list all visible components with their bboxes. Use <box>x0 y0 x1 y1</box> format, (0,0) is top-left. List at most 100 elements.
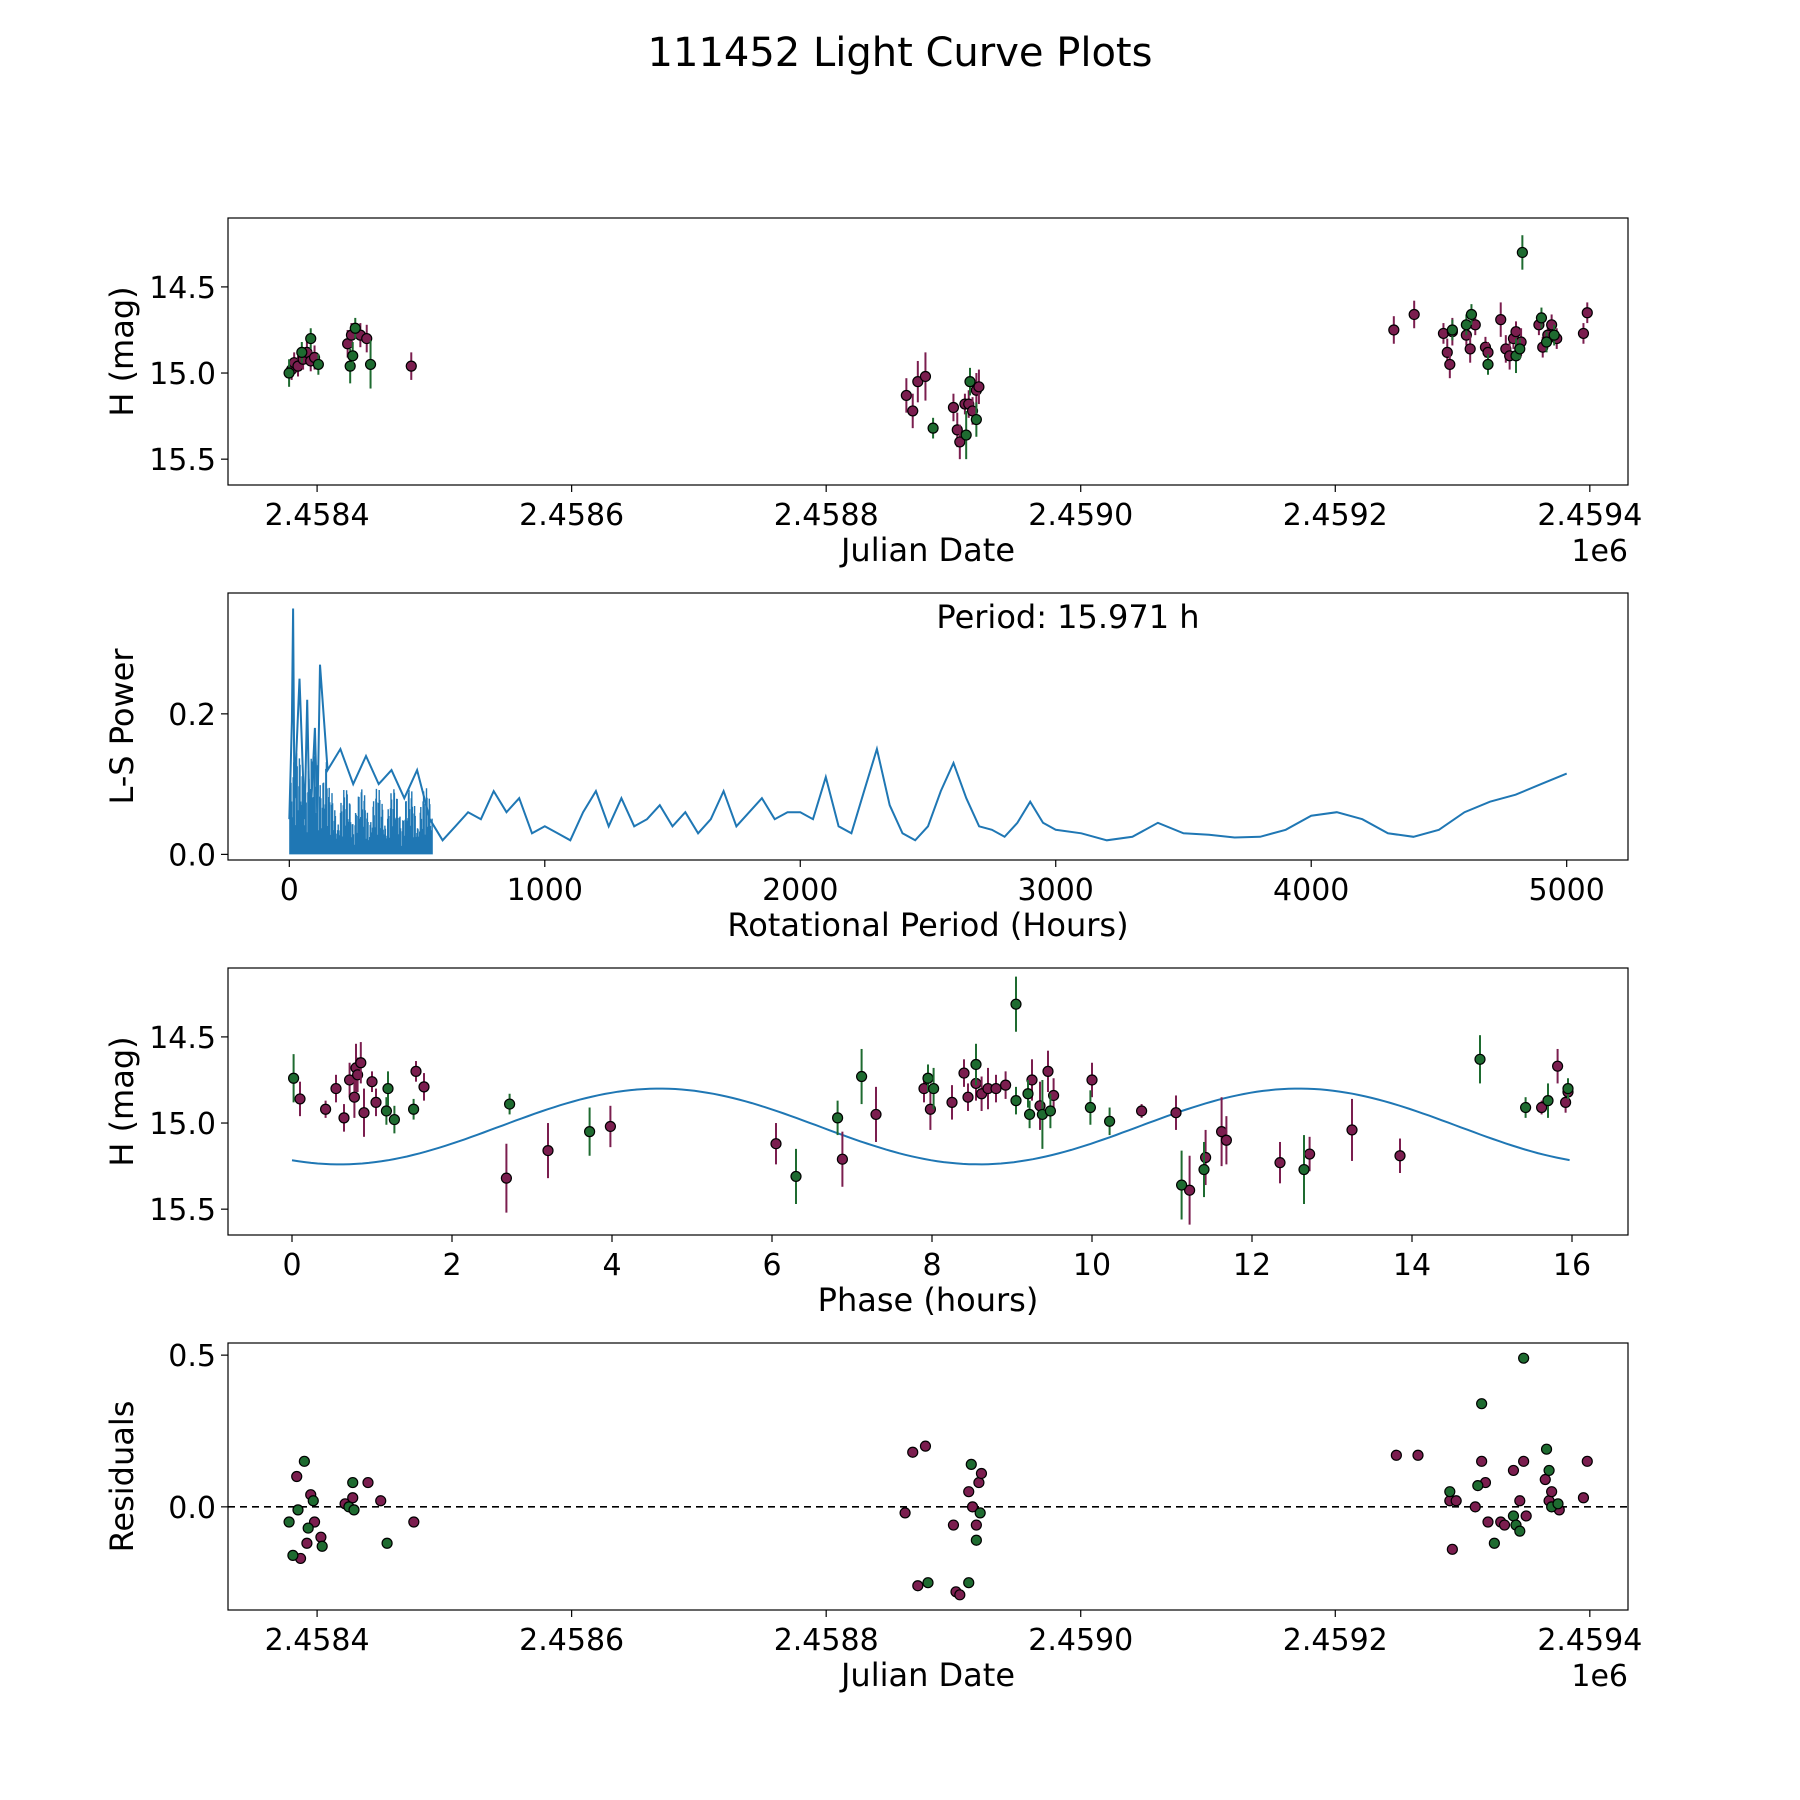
data-point <box>1548 329 1560 341</box>
data-point <box>320 1103 332 1115</box>
data-point <box>604 1120 617 1133</box>
data-point <box>418 1081 430 1093</box>
series-filter-2 <box>288 976 1574 1220</box>
data-point <box>296 346 308 358</box>
x-tick-label: 2.4590 <box>1028 498 1133 533</box>
data-point <box>831 1112 844 1124</box>
panel-1: 2.4584 2.4586 2.4588 2.4590 2.4592 2.4594 15.5… <box>103 217 1642 569</box>
figure-title: 111452 Light Curve Plots <box>648 30 1153 76</box>
data-point <box>1412 1449 1424 1461</box>
data-point <box>1446 1543 1458 1555</box>
data-point <box>1394 1150 1406 1162</box>
data-point <box>964 376 976 388</box>
data-point <box>1518 1352 1530 1364</box>
y-axis-label: H (mag) <box>103 286 141 416</box>
data-point <box>1514 1495 1526 1507</box>
data-point <box>1543 1464 1555 1477</box>
x-tick-label: 2.4594 <box>1537 498 1642 533</box>
y-tick-label: 15.0 <box>149 357 216 392</box>
data-point <box>291 1470 303 1483</box>
data-point <box>973 381 985 393</box>
data-point <box>366 1076 378 1088</box>
data-point <box>1498 1519 1511 1531</box>
data-point <box>1170 1107 1182 1119</box>
data-point <box>900 389 912 402</box>
data-point <box>1539 1473 1551 1486</box>
x-tick-label: 2.4592 <box>1283 1623 1388 1658</box>
data-point <box>370 1096 382 1108</box>
x-tick-label: 3000 <box>1018 873 1094 908</box>
data-point <box>907 1446 919 1458</box>
data-point <box>349 322 361 334</box>
data-point <box>1540 336 1553 348</box>
y-tick-label: 14.5 <box>149 271 216 306</box>
data-point <box>970 413 982 426</box>
data-point <box>347 350 359 362</box>
plot-area <box>288 608 1568 855</box>
x-tick-label: 12 <box>1233 1248 1271 1283</box>
x-tick-label: 0 <box>282 1248 301 1283</box>
data-point <box>1199 1151 1212 1164</box>
plot-area <box>288 976 1574 1225</box>
y-tick-label: 15.0 <box>149 1107 216 1142</box>
data-point <box>1444 358 1456 371</box>
plot-area <box>283 235 1593 460</box>
data-point <box>1518 1455 1530 1467</box>
x-axis-label: Rotational Period (Hours) <box>727 906 1128 944</box>
data-point <box>1044 1105 1057 1117</box>
data-point <box>912 1580 924 1592</box>
x-tick-label: 2 <box>442 1248 461 1283</box>
data-point <box>330 1082 342 1095</box>
data-point <box>1514 343 1526 355</box>
data-point <box>1482 1516 1494 1528</box>
data-point <box>790 1170 802 1183</box>
data-point <box>1476 1455 1488 1467</box>
x-offset-label: 1e6 <box>1571 1659 1628 1694</box>
data-point <box>1510 326 1522 338</box>
axes-frame <box>227 592 1629 861</box>
panel-2: 0 1000 2000 3000 4000 5000 0.0 0.2 Rotational Pe… <box>103 592 1629 944</box>
x-tick-label: 14 <box>1393 1248 1431 1283</box>
x-tick-label: 2.4588 <box>774 1623 879 1658</box>
data-point <box>1562 1082 1574 1095</box>
x-tick-label: 2.4590 <box>1028 1623 1133 1658</box>
data-point <box>287 1549 299 1561</box>
data-point <box>1388 324 1400 336</box>
data-point <box>1298 1163 1310 1176</box>
data-point <box>405 360 417 372</box>
data-point <box>1519 1101 1532 1114</box>
data-point <box>1577 1492 1590 1504</box>
data-point <box>907 405 919 417</box>
series-filter-2 <box>283 235 1560 460</box>
x-tick-label: 2.4594 <box>1537 1623 1642 1658</box>
x-tick-label: 6 <box>762 1248 781 1283</box>
data-point <box>1460 319 1472 331</box>
x-tick-label: 2.4588 <box>774 498 879 533</box>
data-point <box>1084 1101 1097 1114</box>
data-point <box>1390 1449 1402 1461</box>
data-point <box>960 429 972 441</box>
periodogram-dense-peaks <box>289 753 433 855</box>
data-point <box>315 1531 327 1543</box>
x-tick-label: 2.4584 <box>265 1623 370 1658</box>
x-offset-label: 1e6 <box>1571 534 1628 569</box>
data-point <box>1559 1096 1572 1108</box>
data-point <box>1552 1498 1564 1510</box>
data-point <box>1086 1074 1098 1086</box>
data-point <box>899 1507 911 1519</box>
data-point <box>347 1492 359 1504</box>
data-point <box>1581 1455 1593 1467</box>
data-point <box>958 1067 970 1079</box>
data-point <box>292 1504 304 1516</box>
data-point <box>1507 1510 1520 1522</box>
panel-3: 0 2 4 6 8 10 12 14 16 15.5 15.0 14.5 Phase (hours) H … <box>103 967 1629 1319</box>
data-point <box>947 1519 960 1531</box>
data-point <box>1183 1184 1196 1196</box>
data-point <box>974 1507 986 1519</box>
data-point <box>1346 1124 1358 1136</box>
panel-4: 2.4584 2.4586 2.4588 2.4590 2.4592 2.4594 0.5 0… <box>103 1339 1642 1694</box>
y-tick-label: 0.5 <box>168 1339 216 1374</box>
data-point <box>963 1577 975 1589</box>
data-point <box>1476 1398 1488 1410</box>
data-point <box>947 401 960 414</box>
